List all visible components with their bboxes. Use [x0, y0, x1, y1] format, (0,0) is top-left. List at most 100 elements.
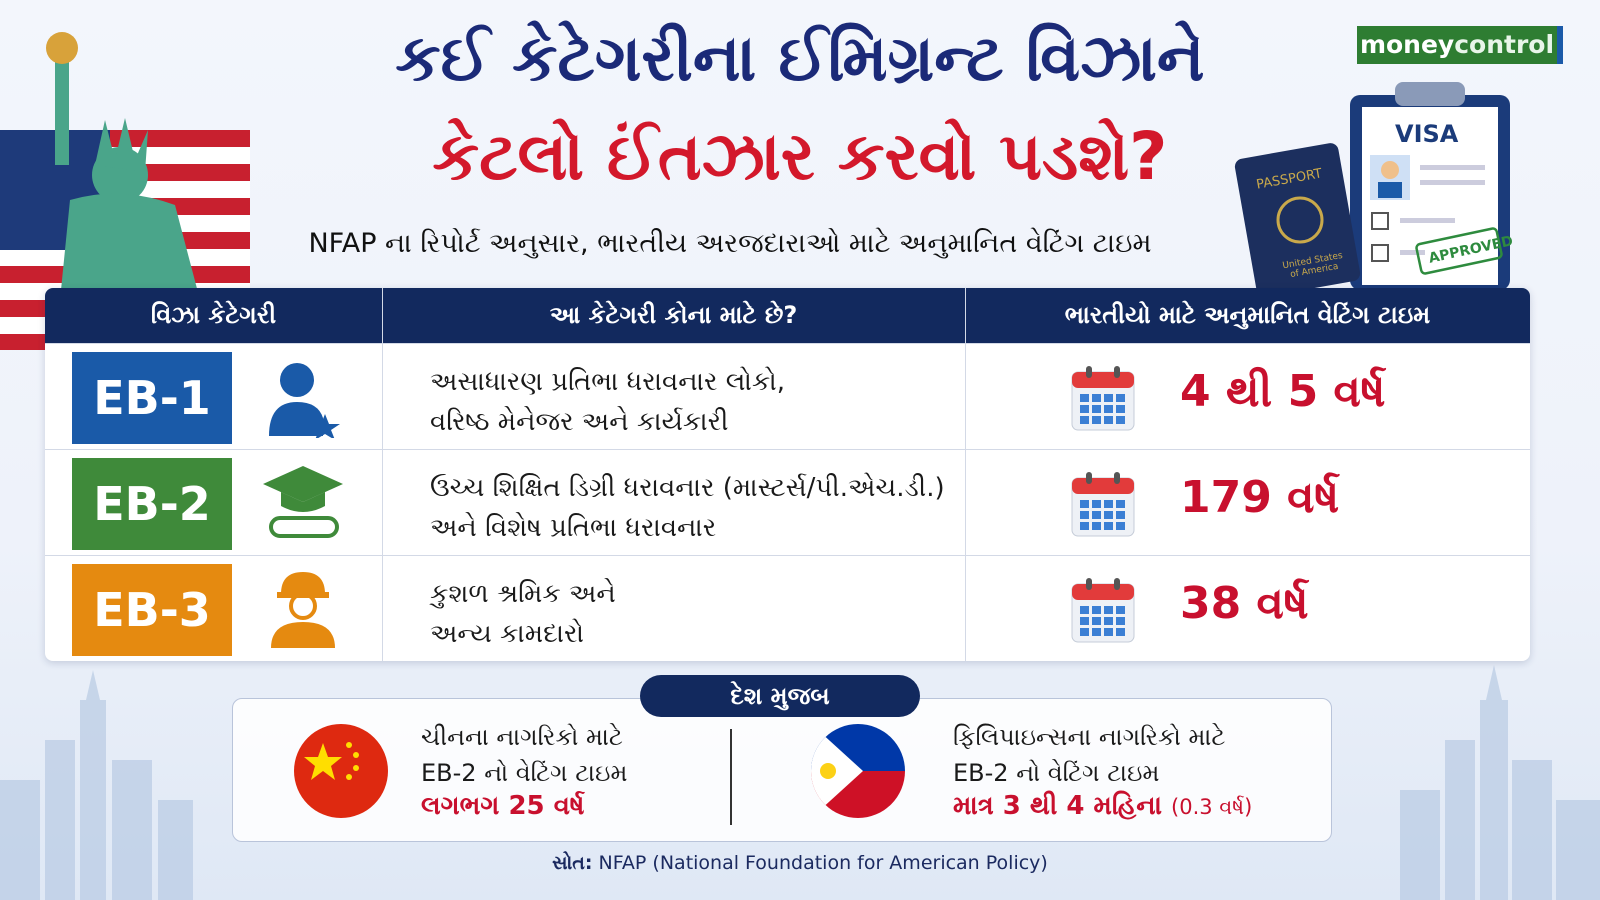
source-text: NFAP (National Foundation for American P…: [598, 852, 1048, 874]
calendar-part: [1072, 584, 1134, 600]
calendar-part: [1092, 416, 1101, 424]
calendar-part: [1104, 394, 1113, 402]
philippines-flag: [811, 724, 905, 818]
calendar-part: [1116, 628, 1125, 636]
calendar-icon: [1071, 472, 1135, 537]
country-text: ચીનના નાગરિકો માટે EB-2 નો વેટિંગ ટાઇમ લ…: [421, 719, 627, 822]
country-line: EB-2 નો વેટિંગ ટાઇમ: [421, 759, 628, 787]
category-badge: EB-1: [72, 352, 232, 444]
table-row: EB-2 ઉચ્ચ શિક્ષિત ડિગ્રી ધરાવનાર (માસ્ટર…: [45, 449, 1530, 556]
calendar-part: [1080, 394, 1089, 402]
column-divider: [965, 288, 966, 661]
description-line: અસાધારણ પ્રતિભા ધરાવનાર લોકો,: [430, 367, 785, 397]
graduation-icon: [263, 466, 343, 538]
calendar-part: [1080, 617, 1089, 625]
section-label: દેશ મુજબ: [640, 675, 920, 717]
description-line: વરિષ્ઠ મેનેજર અને કાર્યકારી: [430, 407, 729, 437]
calendar-part: [1104, 522, 1113, 530]
waiting-value: માત્ર 3 થી 4 મહિના: [953, 791, 1162, 821]
calendar-part: [1116, 416, 1125, 424]
calendar-part: [1104, 405, 1113, 413]
calendar-part: [1104, 606, 1113, 614]
source: સોત: NFAP (National Foundation for Ameri…: [0, 852, 1600, 874]
calendar-part: [1116, 617, 1125, 625]
calendar-part: [1080, 628, 1089, 636]
category-badge: EB-2: [72, 458, 232, 550]
country-line: ચીનના નાગરિકો માટે: [421, 723, 623, 751]
country-waiting-time: માત્ર 3 થી 4 મહિના (0.3 વર્ષ): [953, 791, 1252, 822]
title-line: કઈ કેટેગરીના ઈમિગ્રન્ટ વિઝાને: [395, 22, 1205, 96]
calendar-part: [1104, 628, 1113, 636]
calendar-part: [1092, 500, 1101, 508]
description-line: અન્ય કામદારો: [430, 619, 584, 649]
calendar-icon: [1071, 578, 1135, 643]
calendar-part: [1116, 606, 1125, 614]
calendar-part: [1114, 578, 1120, 590]
calendar-part: [1086, 472, 1092, 484]
calendar-part: [1080, 405, 1089, 413]
subtitle: NFAP ના રિપોર્ટ અનુસાર, ભારતીય અરજદારાઓ …: [308, 228, 1152, 259]
calendar-part: [1092, 617, 1101, 625]
calendar-part: [1080, 522, 1089, 530]
title-line: કેટલો ઈંતઝાર કરવો પડશે?: [432, 118, 1168, 195]
country-waiting-time: લગભગ 25 વર્ષ: [421, 791, 585, 821]
column-header: વિઝા કેટેગરી: [45, 288, 382, 343]
column-header: ભારતીયો માટે અનુમાનિત વેટિંગ ટાઇમ: [965, 288, 1530, 343]
calendar-part: [1072, 372, 1134, 388]
table-row: EB-3 કુશળ શ્રમિક અને અન્ય કામદારો 38 વર્ષ: [45, 555, 1530, 661]
divider: [730, 729, 732, 825]
person-icon: [269, 363, 340, 438]
description-line: ઉચ્ચ શિક્ષિત ડિગ્રી ધરાવનાર (માસ્ટર્સ/પી…: [430, 473, 945, 503]
country-text: ફિલિપાઇન્સના નાગરિકો માટે EB-2 નો વેટિંગ…: [953, 719, 1252, 822]
calendar-part: [1092, 628, 1101, 636]
calendar-part: [1092, 405, 1101, 413]
calendar-part: [1080, 606, 1089, 614]
calendar-part: [1092, 511, 1101, 519]
country-line: EB-2 નો વેટિંગ ટાઇમ: [953, 759, 1160, 787]
calendar-part: [1114, 472, 1120, 484]
country-line: ફિલિપાઇન્સના નાગરિકો માટે: [953, 723, 1226, 751]
calendar-part: [1104, 617, 1113, 625]
waiting-time: 38 વર્ષ: [1180, 578, 1309, 629]
category-badge: EB-3: [72, 564, 232, 656]
calendar-icon: [1071, 366, 1135, 431]
calendar-part: [1104, 416, 1113, 424]
calendar-part: [1114, 366, 1120, 378]
calendar-part: [1080, 511, 1089, 519]
description-line: કુશળ શ્રમિક અને: [430, 579, 616, 609]
calendar-part: [1086, 578, 1092, 590]
visa-label: VISA: [1395, 120, 1459, 148]
china-flag: [294, 724, 388, 818]
visa-table: વિઝા કેટેગરી આ કેટેગરી કોના માટે છે? ભાર…: [45, 288, 1530, 661]
description-line: અને વિશેષ પ્રતિભા ધરાવનાર: [430, 513, 717, 543]
description: ઉચ્ચ શિક્ષિત ડિગ્રી ધરાવનાર (માસ્ટર્સ/પી…: [430, 468, 970, 548]
calendar-part: [1092, 522, 1101, 530]
calendar-part: [1092, 394, 1101, 402]
calendar-part: [1080, 416, 1089, 424]
calendar-part: [1116, 394, 1125, 402]
calendar-part: [1092, 606, 1101, 614]
brand-part: control: [1454, 30, 1555, 59]
worker-icon: [271, 572, 335, 648]
calendar-part: [1104, 511, 1113, 519]
calendar-part: [1116, 405, 1125, 413]
source-label: સોત:: [552, 852, 593, 874]
table-row: EB-1 અસાધારણ પ્રતિભા ધરાવનાર લોકો, વરિષ્ઠ…: [45, 343, 1530, 450]
column-header: આ કેટેગરી કોના માટે છે?: [382, 288, 965, 343]
calendar-part: [1086, 366, 1092, 378]
calendar-part: [1072, 478, 1134, 494]
description: કુશળ શ્રમિક અને અન્ય કામદારો: [430, 574, 970, 654]
calendar-part: [1116, 500, 1125, 508]
column-divider: [382, 288, 383, 661]
waiting-note: (0.3 વર્ષ): [1171, 795, 1253, 819]
description: અસાધારણ પ્રતિભા ધરાવનાર લોકો, વરિષ્ઠ મેને…: [430, 362, 970, 442]
brand-part: money: [1359, 30, 1455, 59]
waiting-time: 179 વર્ષ: [1180, 472, 1340, 523]
country-box: ચીનના નાગરિકો માટે EB-2 નો વેટિંગ ટાઇમ લ…: [232, 698, 1332, 842]
calendar-part: [1116, 511, 1125, 519]
brand-logo: moneycontrol: [1357, 26, 1563, 64]
calendar-part: [1080, 500, 1089, 508]
waiting-time: 4 થી 5 વર્ષ: [1180, 366, 1386, 417]
